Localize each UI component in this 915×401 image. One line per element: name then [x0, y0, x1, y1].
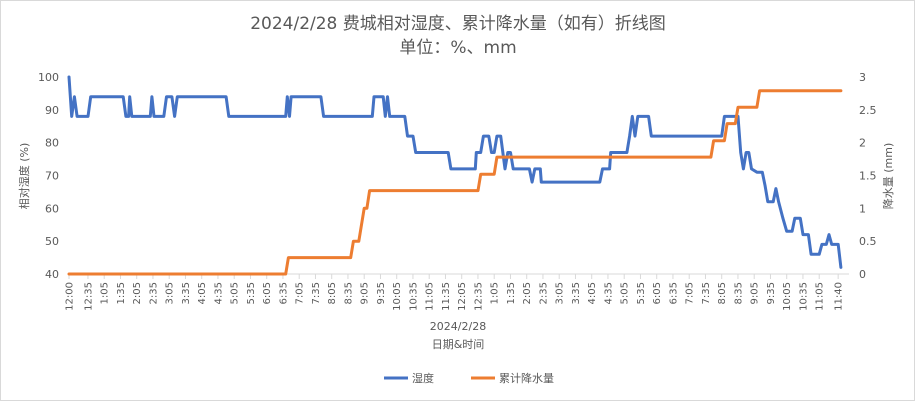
- x-tick-label: 12:00: [65, 282, 76, 311]
- x-axis-ticks: 12:00 12:35 1:05 1:35 2:05 2:35 3:05 3:35 4:05 4:…: [65, 274, 845, 311]
- chart-subtitle: 单位：%、mm: [399, 38, 516, 58]
- series-line-0: [67, 75, 843, 269]
- x-tick-label: 10:05: [392, 282, 403, 311]
- x-tick-label: 10:35: [798, 282, 809, 311]
- x-tick-label: 2:05: [132, 282, 143, 304]
- x-tick-label: 12:05: [457, 282, 468, 311]
- x-tick-label: 3:05: [555, 282, 566, 304]
- x-tick-label: 6:35: [668, 282, 679, 304]
- series-group: [67, 75, 843, 276]
- x-tick-label: 4:35: [213, 282, 224, 304]
- x-tick-label: 2:05: [522, 282, 533, 304]
- x-tick-label: 11:40: [834, 282, 845, 311]
- x-tick-label: 9:05: [750, 282, 761, 304]
- x-tick-label: 6:05: [262, 282, 273, 304]
- x-axis-title: 日期&时间: [432, 338, 485, 351]
- x-tick-label: 3:05: [165, 282, 176, 304]
- x-tick-label: 8:35: [733, 282, 744, 304]
- x-tick-label: 5:05: [230, 282, 241, 304]
- x-tick-label: 4:35: [603, 282, 614, 304]
- x-tick-label: 9:05: [360, 282, 371, 304]
- y-left-tick-label: 100: [38, 71, 59, 84]
- y-left-axis-title: 相对湿度 (%): [17, 143, 31, 210]
- x-tick-label: 10:05: [782, 282, 793, 311]
- x-tick-label: 11:05: [815, 282, 826, 311]
- series-line-1: [67, 89, 843, 276]
- y-right-tick-label: 0: [859, 268, 866, 281]
- x-tick-label: 8:05: [717, 282, 728, 304]
- y-right-tick-label: 3: [859, 71, 866, 84]
- y-right-tick-label: 1: [859, 202, 866, 215]
- x-tick-label: 5:35: [246, 282, 257, 304]
- x-tick-label: 8:35: [343, 282, 354, 304]
- x-tick-label: 5:05: [620, 282, 631, 304]
- y-left-axis: 100 90 80 70 60 50 40: [38, 71, 59, 281]
- y-left-tick-label: 40: [45, 268, 59, 281]
- y-left-tick-label: 60: [45, 202, 59, 215]
- y-right-tick-label: 2.5: [859, 104, 877, 117]
- legend-label-0: 湿度: [412, 371, 434, 385]
- x-tick-label: 11:35: [441, 282, 452, 311]
- chart-title: 2024/2/28 费城相对湿度、累计降水量（如有）折线图: [250, 14, 666, 34]
- x-tick-label: 1:05: [100, 282, 111, 304]
- y-left-tick-label: 50: [45, 235, 59, 248]
- y-right-tick-label: 1.5: [859, 170, 877, 183]
- x-tick-label: 1:35: [506, 282, 517, 304]
- x-tick-label: 12:35: [473, 282, 484, 311]
- x-tick-label: 8:05: [327, 282, 338, 304]
- x-tick-label: 3:35: [181, 282, 192, 304]
- x-tick-label: 7:35: [701, 282, 712, 304]
- legend-label-1: 累计降水量: [499, 371, 554, 385]
- legend: 湿度 累计降水量: [384, 371, 554, 385]
- x-tick-label: 9:35: [376, 282, 387, 304]
- x-tick-label: 4:05: [587, 282, 598, 304]
- x-tick-label: 7:05: [685, 282, 696, 304]
- x-tick-label: 1:05: [490, 282, 501, 304]
- x-tick-label: 6:05: [652, 282, 663, 304]
- y-left-tick-label: 70: [45, 170, 59, 183]
- x-group-label: 2024/2/28: [430, 320, 486, 333]
- x-tick-label: 6:35: [278, 282, 289, 304]
- x-tick-label: 7:35: [311, 282, 322, 304]
- x-tick-label: 11:05: [425, 282, 436, 311]
- x-tick-label: 1:35: [116, 282, 127, 304]
- x-tick-label: 2:35: [538, 282, 549, 304]
- x-tick-label: 5:35: [636, 282, 647, 304]
- y-right-axis-title: 降水量 (mm): [881, 143, 895, 210]
- x-tick-label: 4:05: [197, 282, 208, 304]
- x-tick-label: 9:35: [766, 282, 777, 304]
- x-tick-label: 7:05: [295, 282, 306, 304]
- y-right-tick-label: 2: [859, 137, 866, 150]
- x-tick-label: 2:35: [148, 282, 159, 304]
- y-left-tick-label: 80: [45, 137, 59, 150]
- y-left-tick-label: 90: [45, 104, 59, 117]
- y-right-tick-label: 0.5: [859, 235, 877, 248]
- x-tick-label: 12:35: [83, 282, 94, 311]
- x-tick-label: 3:35: [571, 282, 582, 304]
- x-tick-label: 10:35: [408, 282, 419, 311]
- y-right-axis: 3 2.5 2 1.5 1 0.5 0: [859, 71, 877, 281]
